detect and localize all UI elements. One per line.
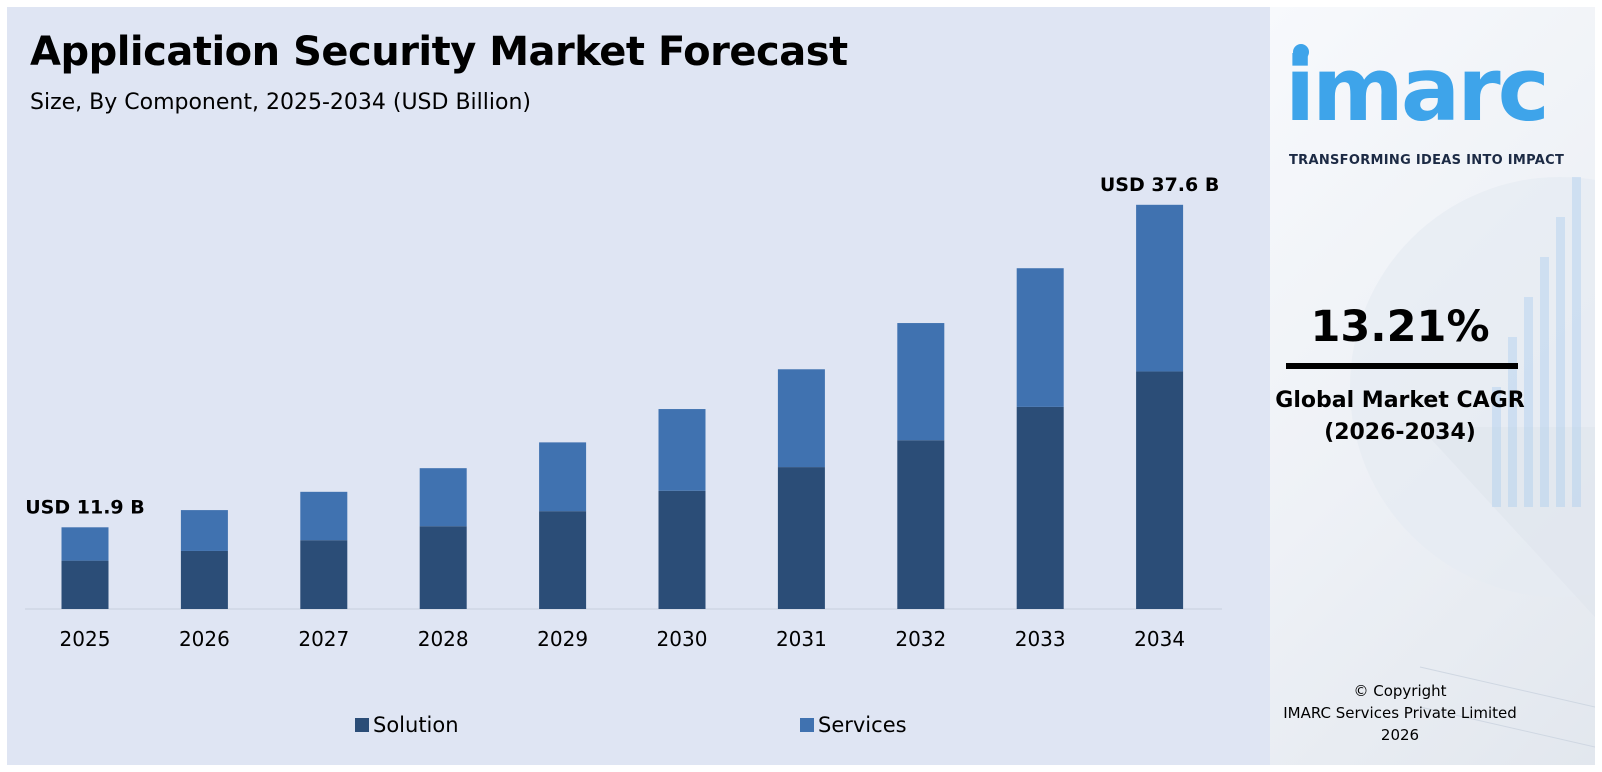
logo-tagline: TRANSFORMING IDEAS INTO IMPACT [1289, 153, 1565, 168]
bar-solution-2025 [61, 560, 109, 609]
data-label-2034: USD 37.6 B [1100, 174, 1219, 196]
bar-services-2031 [777, 369, 825, 468]
x-tick-label: 2025 [60, 627, 111, 651]
x-tick-label: 2028 [418, 627, 469, 651]
bar-services-2026 [180, 510, 228, 551]
bar-solution-2027 [300, 540, 348, 609]
bar-solution-2031 [777, 467, 825, 609]
copyright: © Copyright IMARC Services Private Limit… [1270, 680, 1530, 746]
side-panel: imarc TRANSFORMING IDEAS INTO IMPACT 13.… [1270, 7, 1595, 765]
legend-swatch-solution [355, 718, 369, 732]
data-label-2025: USD 11.9 B [25, 496, 144, 518]
chart-legend: Solution Services [7, 713, 1270, 743]
bar-services-2030 [658, 409, 706, 491]
x-tick-label: 2027 [298, 627, 349, 651]
bar-solution-2030 [658, 490, 706, 609]
bar-services-2027 [300, 491, 348, 541]
legend-label-services: Services [818, 713, 907, 737]
bar-solution-2032 [897, 440, 945, 609]
chart-subtitle: Size, By Component, 2025-2034 (USD Billi… [30, 90, 531, 115]
x-tick-label: 2033 [1015, 627, 1066, 651]
bar-solution-2029 [539, 511, 587, 609]
bar-solution-2026 [180, 550, 228, 609]
bar-solution-2033 [1016, 406, 1064, 609]
logo-dot-icon [1293, 44, 1309, 60]
x-tick-label: 2031 [776, 627, 827, 651]
cagr-label-line2: (2026-2034) [1324, 420, 1476, 445]
legend-item-solution: Solution [355, 713, 459, 737]
chart-panel: Application Security Market Forecast Siz… [7, 7, 1270, 765]
x-tick-label: 2030 [657, 627, 708, 651]
bar-services-2029 [539, 442, 587, 512]
bar-chart: 2025 2026 2027 2028 2029 2030 2031 2032 2033 2034… [25, 174, 1222, 651]
bar-solution-2034 [1136, 371, 1184, 609]
imarc-logo: imarc TRANSFORMING IDEAS INTO IMPACT [1285, 32, 1585, 169]
legend-swatch-services [800, 718, 814, 732]
cagr-value: 13.21% [1310, 302, 1490, 352]
cagr-divider [1286, 363, 1518, 369]
bar-solution-2028 [419, 526, 467, 609]
legend-item-services: Services [800, 713, 907, 737]
logo-wordmark: imarc [1285, 38, 1550, 141]
bar-services-2028 [419, 468, 467, 527]
bar-services-2025 [61, 527, 109, 561]
bar-services-2034 [1136, 204, 1184, 372]
x-tick-label: 2032 [895, 627, 946, 651]
x-tick-label: 2026 [179, 627, 230, 651]
bar-services-2032 [897, 323, 945, 441]
copyright-line2: IMARC Services Private Limited 2026 [1283, 704, 1517, 744]
cagr-label-line1: Global Market CAGR [1275, 388, 1525, 413]
x-tick-label: 2034 [1134, 627, 1185, 651]
background-decoration [1350, 177, 1595, 748]
chart-title: Application Security Market Forecast [30, 29, 848, 75]
legend-label-solution: Solution [373, 713, 459, 737]
cagr-label: Global Market CAGR (2026-2034) [1270, 385, 1530, 449]
copyright-line1: © Copyright [1353, 682, 1447, 700]
x-tick-label: 2029 [537, 627, 588, 651]
bar-services-2033 [1016, 268, 1064, 407]
